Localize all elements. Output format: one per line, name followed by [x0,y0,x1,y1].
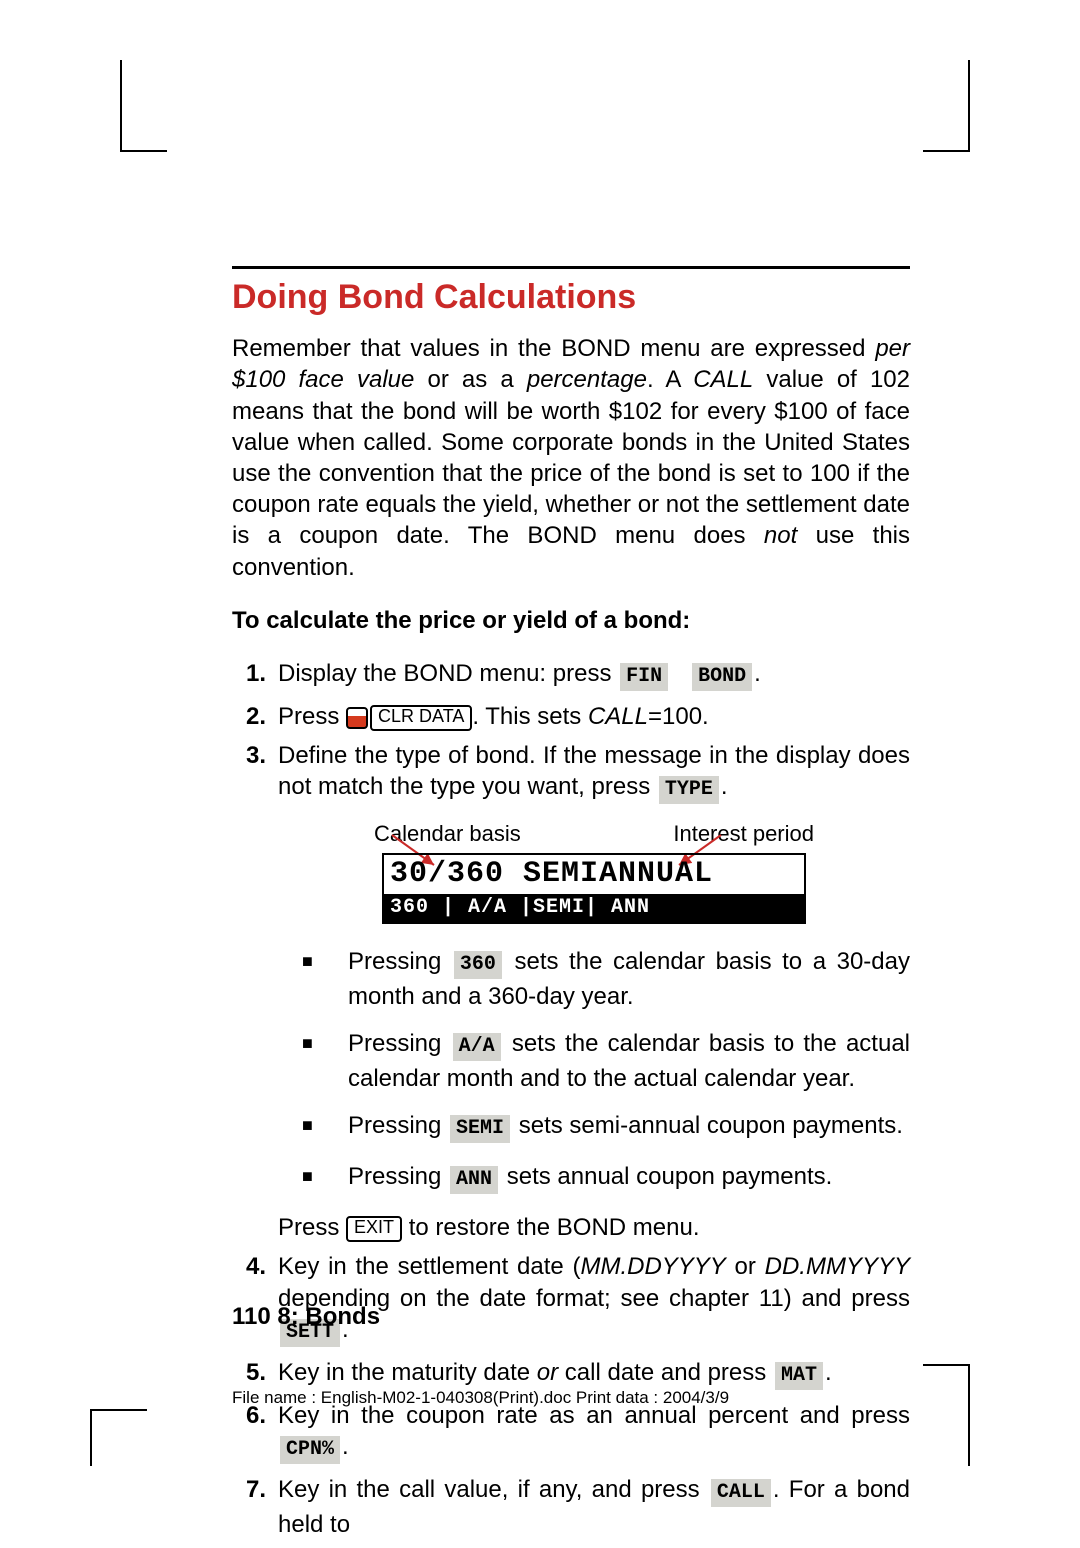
lcd-menu: 360 | A/A |SEMI| ANN [384,894,804,922]
step-7: Key in the call value, if any, and press… [246,1474,910,1540]
softkey-semi: SEMI [448,1113,512,1145]
step-6: Key in the coupon rate as an annual perc… [246,1400,910,1466]
step-5: Key in the maturity date or call date an… [246,1357,910,1392]
step-text: Press [278,703,346,730]
restore-line: Press EXIT to restore the BOND menu. [278,1212,910,1243]
softkey-ann: ANN [448,1164,500,1196]
bullet-text: sets annual coupon payments. [507,1163,833,1190]
restore-text: to restore the BOND menu. [402,1214,699,1241]
step-text: Key in the call value, if any, and press [278,1476,709,1503]
bullet-text: Pressing [348,1163,448,1190]
hardkey-exit: EXIT [346,1216,402,1242]
hardkey-clrdata: CLR DATA [370,705,472,731]
bullet-text: sets semi-annual coupon payments. [519,1112,903,1139]
lcd-text: 30/360 SEMIANNUAL [384,855,804,894]
step-4: Key in the settlement date (MM.DDYYYY or… [246,1251,910,1348]
softkey-bond: BOND [690,661,754,693]
step-text: Key in the maturity date or call date an… [278,1359,773,1386]
crop-mark [923,1364,970,1466]
step-2: Press CLR DATA. This sets CALL=100. [246,701,910,732]
file-info: File name : English-M02-1-040308(Print).… [232,1388,729,1408]
section-title: Doing Bond Calculations [232,275,910,319]
step-text: Define the type of bond. If the message … [278,742,910,800]
softkey-fin: FIN [618,661,670,693]
display-figure: Calendar basis Interest period [278,820,910,924]
bullet-360: Pressing 360 sets the calendar basis to … [278,946,910,1012]
softkey-mat: MAT [773,1360,825,1392]
page-footer: 110 8: Bonds [232,1303,380,1331]
crop-mark [120,60,167,152]
type-bullets: Pressing 360 sets the calendar basis to … [278,946,910,1196]
intro-paragraph: Remember that values in the BOND menu ar… [232,333,910,583]
softkey-360: 360 [452,949,504,981]
lcd-display: 30/360 SEMIANNUAL 360 | A/A |SEMI| ANN [382,853,806,924]
softkey-aa: A/A [451,1031,503,1063]
bullet-text: Pressing [348,1030,451,1057]
subhead: To calculate the price or yield of a bon… [232,605,910,636]
restore-text: Press [278,1214,346,1241]
horizontal-rule [232,266,910,269]
softkey-call: CALL [709,1477,773,1509]
bullet-aa: Pressing A/A sets the calendar basis to … [278,1028,910,1094]
page: Doing Bond Calculations Remember that va… [0,0,1080,1526]
step-3: Define the type of bond. If the message … [246,740,910,1243]
crop-mark [90,1409,147,1466]
shift-key-icon [346,707,368,729]
step-text: Display the BOND menu: press [278,660,618,687]
bullet-text: Pressing [348,1112,448,1139]
softkey-cpn: CPN% [278,1434,342,1466]
step-text: . [754,660,761,687]
bullet-semi: Pressing SEMI sets semi-annual coupon pa… [278,1110,910,1145]
content-area: Doing Bond Calculations Remember that va… [232,275,910,1548]
step-text: . [721,773,728,800]
crop-mark [923,60,970,152]
softkey-type: TYPE [657,774,721,806]
bullet-ann: Pressing ANN sets annual coupon payments… [278,1161,910,1196]
step-1: Display the BOND menu: press FIN BOND. [246,658,910,693]
bullet-text: Pressing [348,948,452,975]
step-text: . This sets CALL=100. [472,703,708,730]
